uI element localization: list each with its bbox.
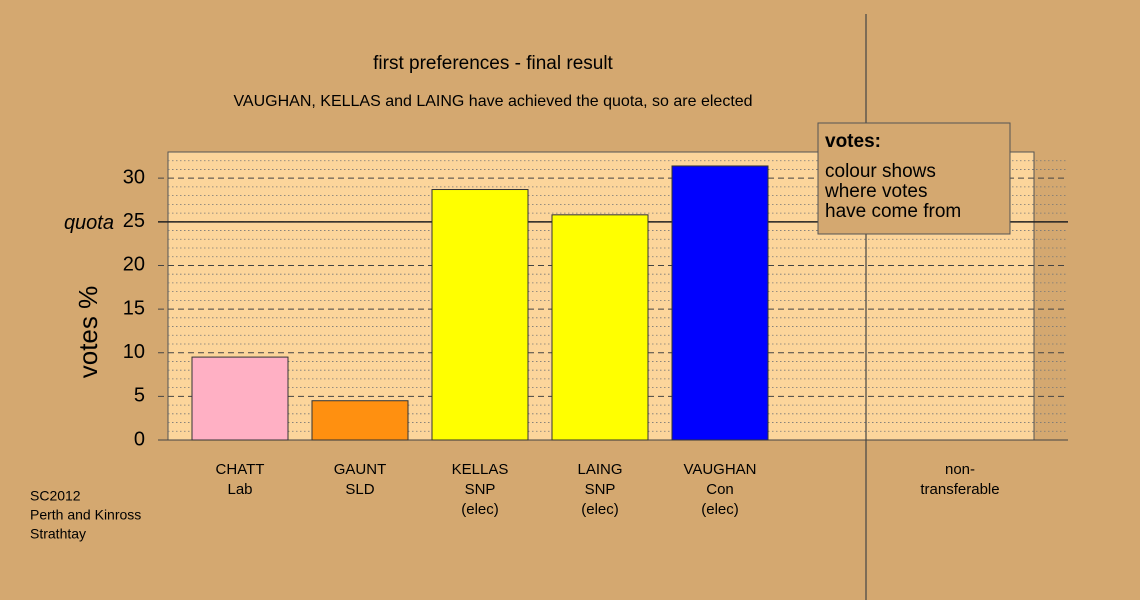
- bar: [671, 165, 769, 441]
- y-tick-label: 5: [134, 385, 145, 407]
- bar: [551, 214, 649, 441]
- y-axis-label: votes %: [73, 286, 103, 379]
- x-tick-label: (elec): [701, 501, 739, 518]
- y-tick-label: 0: [134, 428, 145, 450]
- y-tick-label: 20: [123, 254, 145, 276]
- chart-title: first preferences - final result: [373, 53, 613, 74]
- bar: [311, 400, 409, 441]
- y-tick-label: 10: [123, 341, 145, 363]
- x-tick-label: (elec): [461, 501, 499, 518]
- y-tick-label: 30: [123, 166, 145, 188]
- bar: [431, 189, 529, 441]
- y-tick-label: 25: [123, 210, 145, 232]
- legend-text: colour shows: [825, 161, 936, 182]
- legend-title: votes:: [825, 131, 881, 152]
- x-tick-label: transferable: [920, 481, 999, 498]
- quota-label: quota: [64, 212, 114, 234]
- x-tick-label: LAING: [577, 461, 622, 478]
- legend-text: where votes: [824, 181, 927, 202]
- x-tick-label: VAUGHAN: [683, 461, 756, 478]
- bar: [191, 356, 289, 441]
- x-tick-label: CHATT: [216, 461, 265, 478]
- x-tick-label: (elec): [581, 501, 619, 518]
- x-tick-label: non-: [945, 461, 975, 478]
- x-tick-label: SNP: [465, 481, 496, 498]
- x-tick-label: Lab: [227, 481, 252, 498]
- x-tick-label: SLD: [345, 481, 374, 498]
- x-tick-label: Con: [706, 481, 734, 498]
- footnote: Strathtay: [30, 526, 86, 542]
- y-tick-label: 15: [123, 297, 145, 319]
- footnote: Perth and Kinross: [30, 507, 141, 523]
- x-tick-label: GAUNT: [334, 461, 387, 478]
- legend-text: have come from: [825, 201, 961, 222]
- legend-box: [817, 122, 1011, 235]
- x-tick-label: SNP: [585, 481, 616, 498]
- x-tick-label: KELLAS: [452, 461, 509, 478]
- chart-subtitle: VAUGHAN, KELLAS and LAING have achieved …: [233, 93, 752, 110]
- footnote: SC2012: [30, 488, 81, 504]
